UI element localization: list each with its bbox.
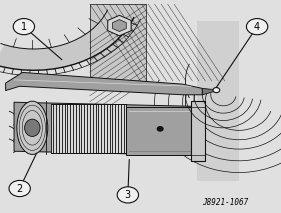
Text: 3: 3 <box>125 190 131 200</box>
Polygon shape <box>90 4 146 81</box>
Circle shape <box>213 88 220 93</box>
Polygon shape <box>108 15 131 36</box>
Bar <box>51 104 126 153</box>
Polygon shape <box>0 12 133 70</box>
Polygon shape <box>197 21 239 181</box>
Polygon shape <box>202 88 219 95</box>
Text: 1: 1 <box>21 22 27 32</box>
Circle shape <box>117 187 139 203</box>
Circle shape <box>157 127 163 131</box>
Polygon shape <box>6 72 202 95</box>
Bar <box>126 106 200 155</box>
Polygon shape <box>113 20 126 32</box>
Circle shape <box>246 19 268 35</box>
Text: 2: 2 <box>17 184 23 193</box>
Ellipse shape <box>25 119 40 137</box>
Circle shape <box>13 19 35 35</box>
Circle shape <box>9 180 30 197</box>
Polygon shape <box>14 102 202 155</box>
Ellipse shape <box>17 101 48 154</box>
Text: 4: 4 <box>254 22 260 32</box>
Text: J8921-1067: J8921-1067 <box>202 198 248 207</box>
Bar <box>191 101 205 161</box>
